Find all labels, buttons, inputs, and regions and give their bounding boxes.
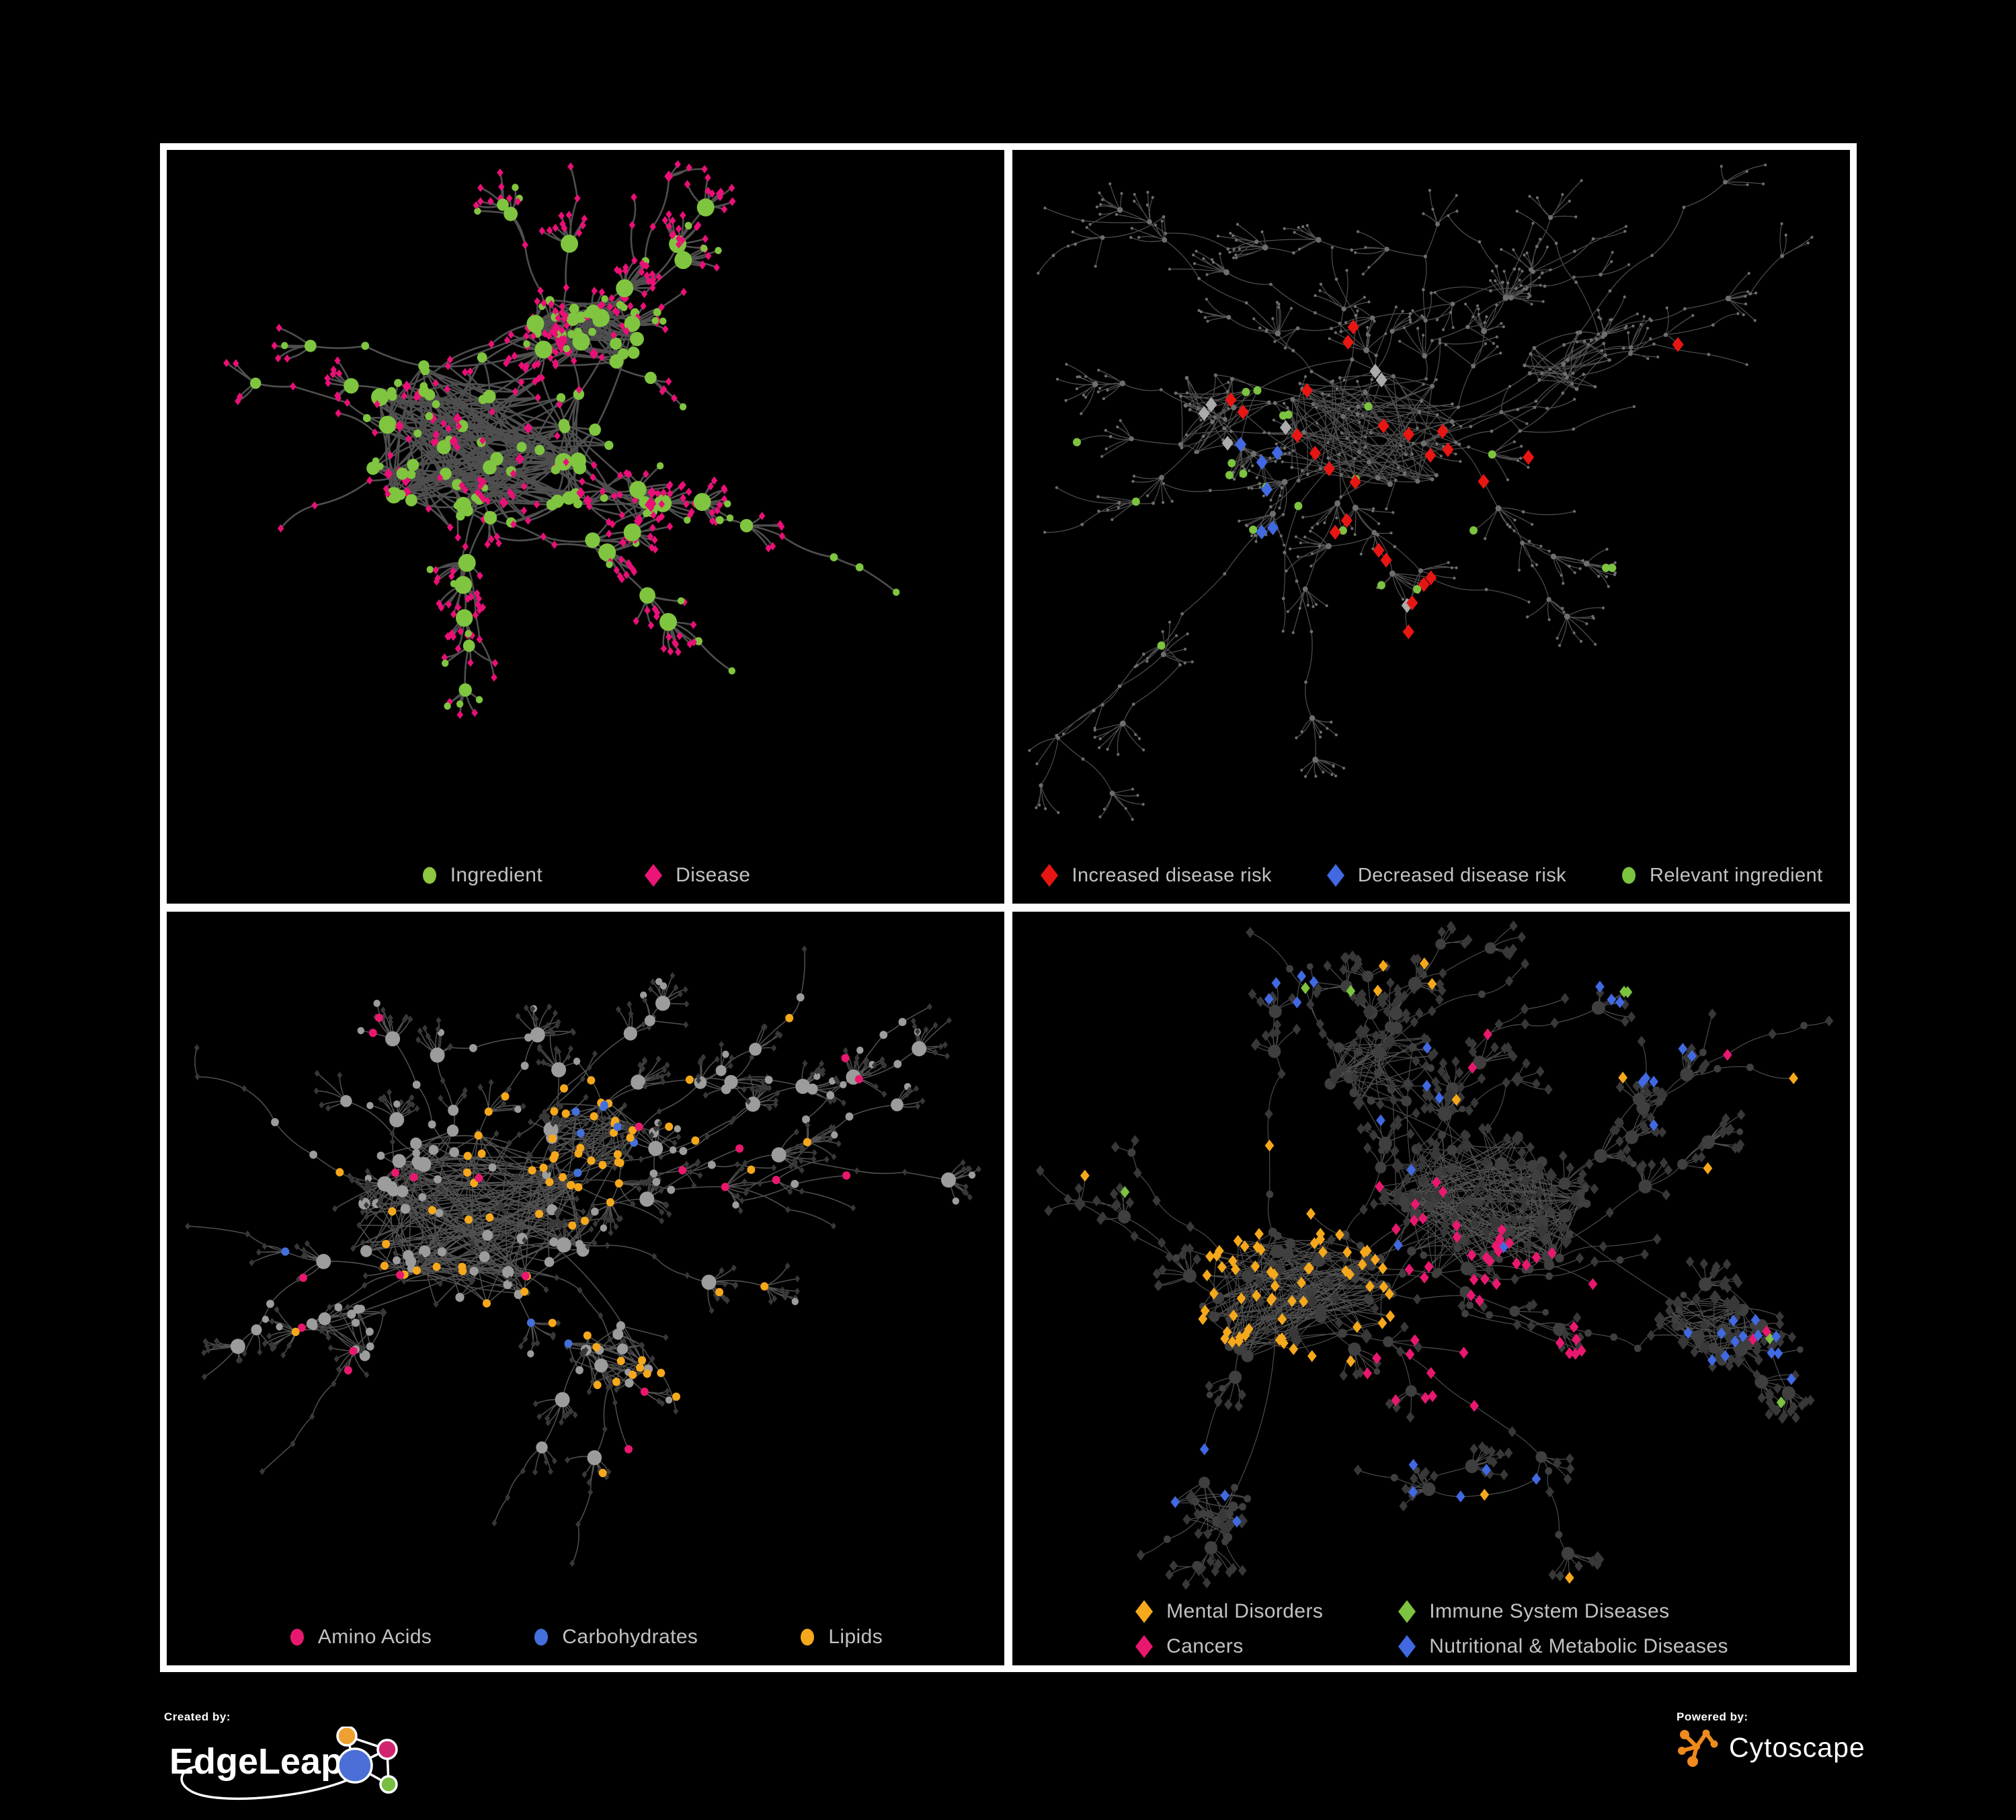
network-graph-ingredient-classes: [185, 945, 981, 1567]
panel-disease-classes: Mental Disorders Immune System Diseases Ca…: [1012, 912, 1850, 1665]
legend-marker-diamond-icon: [645, 864, 663, 887]
network-graph-disease-risk: [1028, 163, 1814, 821]
powered-by-label: Powered by:: [1677, 1710, 1748, 1723]
network-graph-ingredient-disease: [223, 160, 900, 719]
legend-item: Increased disease risk: [1039, 863, 1271, 888]
legend-label: Immune System Diseases: [1429, 1600, 1670, 1622]
panel-disease-risk: Increased disease risk Decreased disease …: [1012, 150, 1850, 904]
legend-marker-circle-icon: [290, 1628, 304, 1646]
legend-marker-diamond-icon: [1135, 1600, 1154, 1623]
legend-item: Ingredient: [421, 864, 542, 887]
legend-marker-diamond-icon: [1135, 1635, 1154, 1658]
network-graph-disease-classes: [1036, 920, 1834, 1590]
legend-label: Amino Acids: [317, 1626, 432, 1648]
edgeleap-network-icon: [336, 1725, 398, 1794]
legend-item: Carbohydrates: [532, 1626, 698, 1649]
legend-marker-circle-icon: [801, 1628, 815, 1646]
legend-disease-classes: Mental Disorders Immune System Diseases Ca…: [1012, 1593, 1850, 1665]
legend-marker-diamond-icon: [1326, 864, 1344, 887]
created-by-block: Created by: EdgeLeap: [164, 1710, 403, 1817]
legend-item: Lipids: [799, 1626, 883, 1649]
edgeleap-swoosh: [180, 1766, 367, 1801]
legend-ingredient-classes: Amino Acids Carbohydrates Lipids: [167, 1609, 1004, 1665]
edgeleap-wordmark: EdgeLeap: [169, 1741, 343, 1782]
legend-label: Cancers: [1166, 1635, 1244, 1657]
legend-item: Disease: [643, 863, 750, 888]
legend-label: Nutritional & Metabolic Diseases: [1429, 1635, 1728, 1657]
cytoscape-wordmark: Cytoscape: [1729, 1731, 1865, 1763]
legend-label: Ingredient: [450, 864, 543, 886]
legend-label: Relevant ingredient: [1650, 864, 1823, 886]
legend-item: Decreased disease risk: [1326, 863, 1566, 888]
legend-item: Amino Acids: [288, 1626, 432, 1649]
legend-item: Mental Disorders: [1134, 1599, 1323, 1624]
powered-by-block: Powered by: Cytoscape: [1677, 1710, 1865, 1767]
legend-item: Relevant ingredient: [1620, 865, 1822, 887]
cytoscape-logo-icon: [1678, 1729, 1718, 1767]
created-by-label: Created by:: [164, 1710, 231, 1723]
panel-ingredient-classes: Amino Acids Carbohydrates Lipids: [167, 912, 1004, 1665]
legend-marker-circle-icon: [1622, 867, 1636, 884]
edgeleap-logo: EdgeLeap: [169, 1725, 398, 1801]
legend-marker-circle-icon: [534, 1628, 549, 1646]
legend-label: Mental Disorders: [1166, 1600, 1324, 1622]
legend-item: Immune System Diseases: [1397, 1599, 1669, 1624]
legend-item: Nutritional & Metabolic Diseases: [1397, 1634, 1728, 1659]
legend-item: Cancers: [1134, 1634, 1244, 1659]
legend-label: Increased disease risk: [1072, 864, 1272, 886]
legend-marker-diamond-icon: [1041, 864, 1059, 887]
legend-marker-circle-icon: [422, 867, 436, 884]
legend-label: Disease: [676, 864, 751, 886]
legend-label: Carbohydrates: [562, 1626, 698, 1648]
legend-disease-risk: Increased disease risk Decreased disease …: [1012, 847, 1850, 904]
legend-ingredient-disease: Ingredient Disease: [167, 847, 1004, 904]
legend-label: Decreased disease risk: [1357, 864, 1567, 886]
panel-ingredient-disease: Ingredient Disease: [167, 150, 1004, 904]
panels-grid: Ingredient Disease Increased disease risk…: [160, 143, 1857, 1672]
legend-marker-diamond-icon: [1398, 1600, 1416, 1623]
legend-label: Lipids: [828, 1626, 883, 1648]
legend-marker-diamond-icon: [1398, 1635, 1416, 1658]
